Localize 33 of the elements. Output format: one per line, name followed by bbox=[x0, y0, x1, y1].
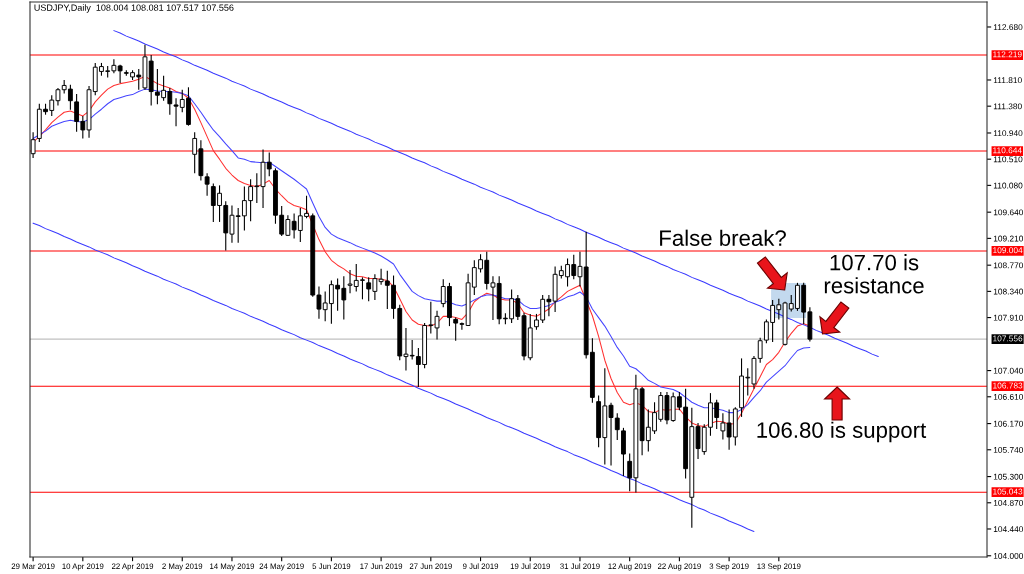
chart-title: USDJPY,Daily 108.004 108.081 107.517 107.556 bbox=[34, 4, 234, 13]
ref-line-label: 107.556 bbox=[993, 335, 1023, 342]
y-tick-label: 106.610 bbox=[993, 393, 1024, 400]
annotation: False break? bbox=[660, 229, 786, 246]
y-tick-label: 106.170 bbox=[993, 420, 1024, 427]
y-tick-label: 110.510 bbox=[993, 156, 1023, 163]
annotation: 106.80 is support bbox=[757, 421, 927, 443]
y-tick-label: 107.910 bbox=[993, 314, 1024, 321]
y-tick-label: 111.380 bbox=[993, 103, 1022, 110]
y-tick-label: 110.080 bbox=[993, 182, 1023, 189]
y-tick-label: 104.000 bbox=[993, 552, 1024, 559]
candlestick bbox=[204, 172, 210, 197]
y-tick-label: 110.940 bbox=[993, 130, 1023, 137]
y-tick-label: 104.870 bbox=[993, 499, 1024, 506]
y-tick-label: 107.040 bbox=[993, 367, 1024, 374]
y-tick-label: 104.440 bbox=[993, 526, 1024, 533]
y-tick-label: 105.300 bbox=[993, 473, 1024, 480]
y-tick-label: 112.680 bbox=[993, 24, 1023, 31]
y-tick-label: 108.770 bbox=[993, 262, 1024, 269]
ref-line-label: 112.219 bbox=[993, 51, 1022, 58]
ref-line-label: 105.043 bbox=[993, 488, 1023, 495]
y-tick-label: 109.210 bbox=[993, 235, 1024, 242]
y-tick-label: 105.740 bbox=[993, 446, 1024, 453]
candlestick bbox=[30, 131, 36, 159]
candlestick bbox=[720, 412, 726, 440]
y-tick-label: 108.340 bbox=[993, 288, 1024, 295]
ref-line-label: 110.644 bbox=[993, 147, 1022, 154]
ref-line-label: 106.783 bbox=[993, 382, 1023, 389]
y-tick-label: 111.810 bbox=[993, 77, 1022, 84]
annotation: 107.70 is resistance bbox=[824, 254, 924, 294]
candlestick bbox=[621, 427, 626, 477]
y-tick-label: 109.640 bbox=[993, 209, 1024, 216]
ref-line-label: 109.004 bbox=[993, 247, 1023, 254]
